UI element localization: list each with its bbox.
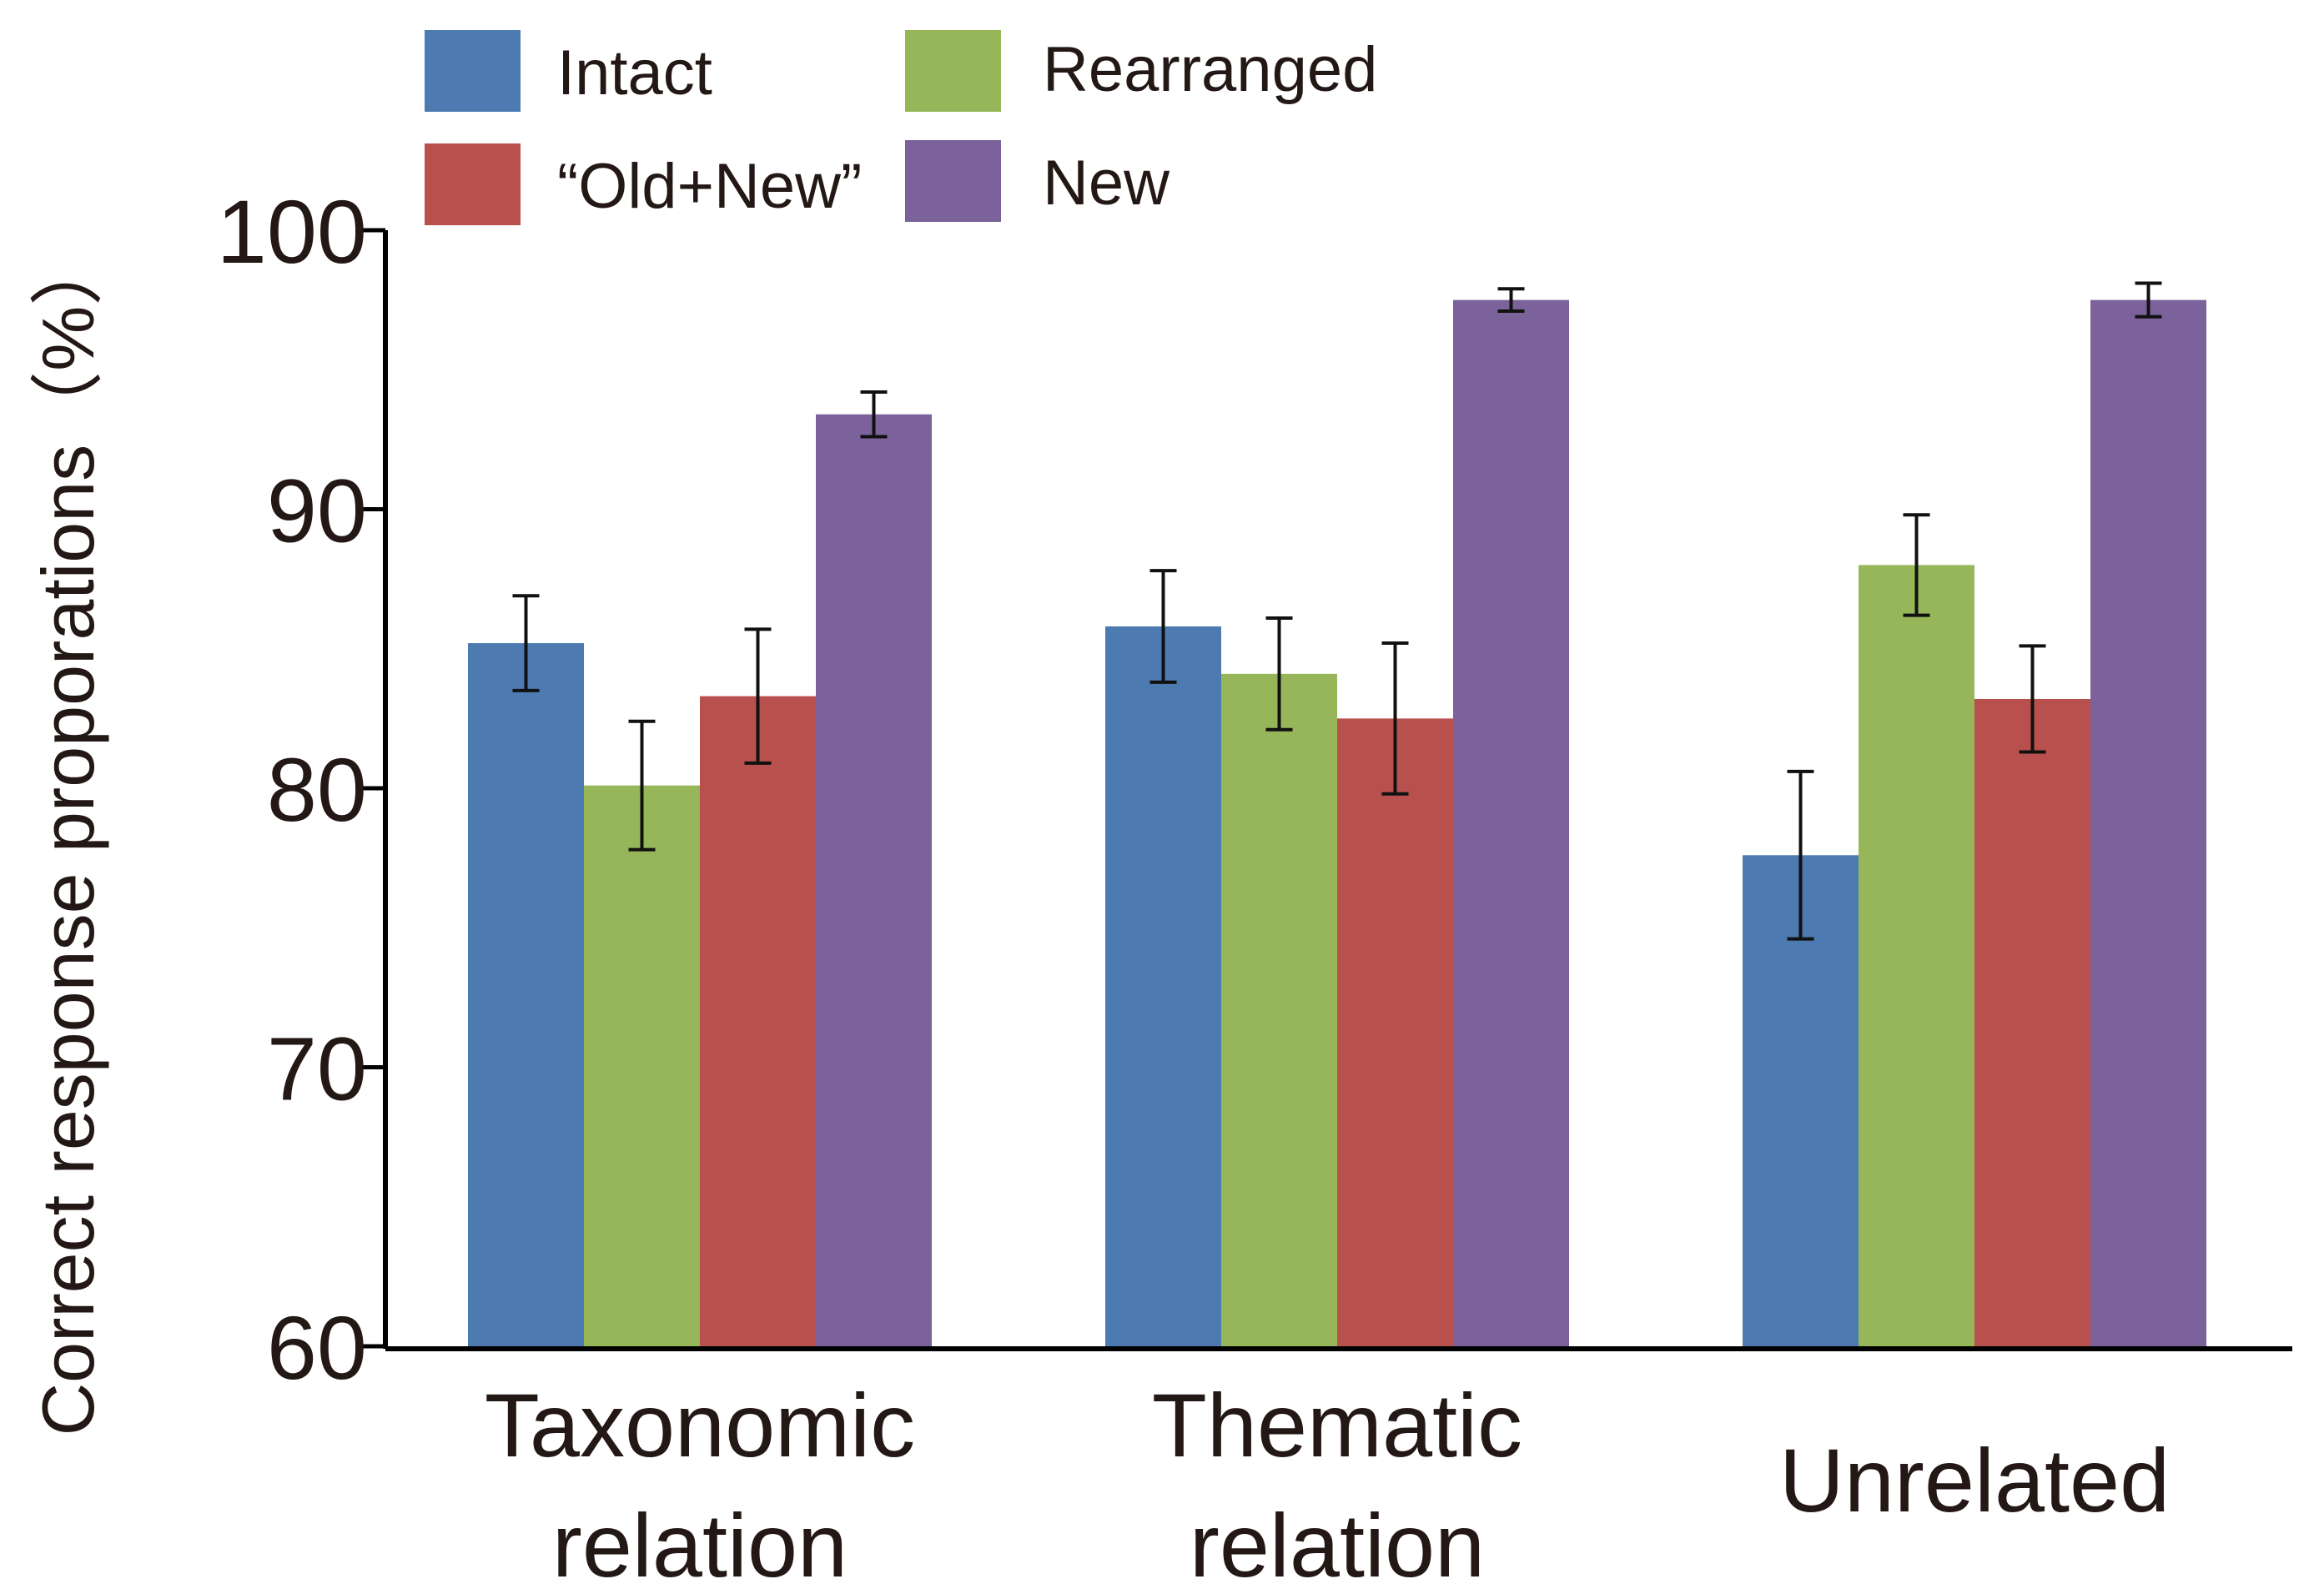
legend-swatch xyxy=(425,143,521,225)
legend-swatch xyxy=(425,30,521,112)
legend-label: New xyxy=(1043,148,1170,219)
bar-old-new-2 xyxy=(1974,698,2090,1346)
x-category-label: Taxonomic xyxy=(485,1375,915,1476)
axis-labels: 60 70 80 90 100 Taxonomic relation Thematic rela… xyxy=(27,181,2170,1589)
bar-new-2 xyxy=(2090,299,2206,1346)
y-tick-label: 60 xyxy=(267,1297,367,1398)
bar-new-1 xyxy=(1453,299,1569,1346)
legend-label: Intact xyxy=(557,38,712,108)
y-tick-label: 80 xyxy=(267,739,367,840)
x-category-label: Thematic xyxy=(1152,1375,1522,1476)
axes xyxy=(355,228,2292,1351)
x-category-label: relation xyxy=(552,1495,848,1589)
bar-rearranged-0 xyxy=(584,785,700,1346)
legend-label: Rearranged xyxy=(1043,34,1377,105)
y-tick-label: 90 xyxy=(267,460,367,561)
bar-intact-1 xyxy=(1105,626,1221,1346)
legend-swatch xyxy=(905,140,1001,222)
bar-new-0 xyxy=(816,414,932,1346)
error-bars xyxy=(512,281,2162,941)
y-tick-label: 70 xyxy=(267,1018,367,1119)
bar-old-new-0 xyxy=(700,696,816,1346)
x-category-label: relation xyxy=(1190,1495,1485,1589)
legend: Intact Rearranged “Old+New” New xyxy=(425,30,1377,225)
bars xyxy=(468,299,2206,1346)
bar-rearranged-2 xyxy=(1859,565,1974,1346)
y-axis-title: Correct response proporations（%） xyxy=(27,233,109,1436)
legend-swatch xyxy=(905,30,1001,112)
bar-rearranged-1 xyxy=(1221,673,1337,1346)
bar-old-new-1 xyxy=(1337,718,1453,1346)
x-category-label: Unrelated xyxy=(1779,1430,2170,1531)
legend-label: “Old+New” xyxy=(557,151,862,222)
y-tick-label: 100 xyxy=(217,181,367,282)
bar-intact-0 xyxy=(468,643,584,1346)
